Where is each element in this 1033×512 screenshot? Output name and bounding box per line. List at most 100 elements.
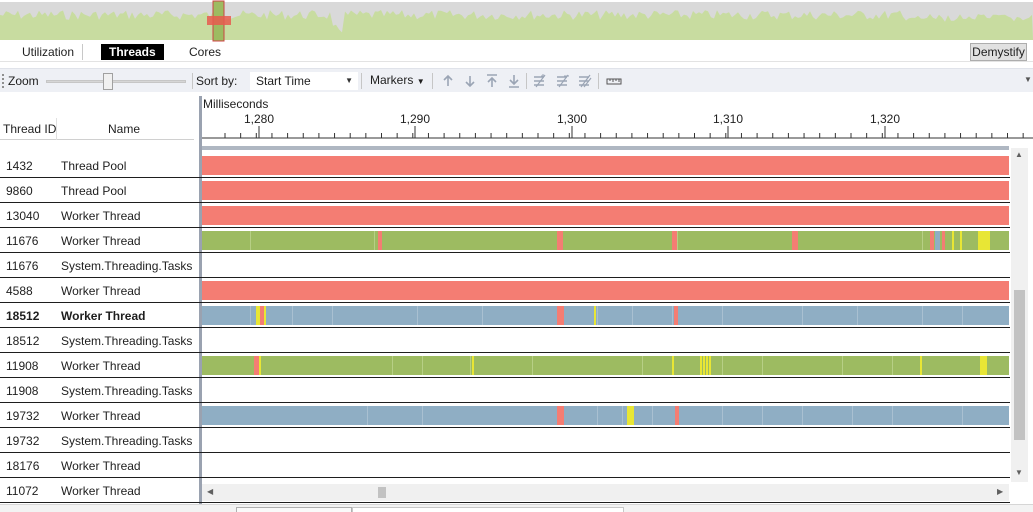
timeline-segment[interactable] <box>857 306 858 325</box>
scroll-left-icon[interactable]: ◀ <box>207 487 214 496</box>
timeline-segment[interactable] <box>802 406 803 425</box>
vertical-scrollbar[interactable]: ▲ ▼ <box>1011 148 1028 482</box>
sort-by-select[interactable]: Start Time ▼ <box>250 72 358 90</box>
timeline-segment[interactable] <box>597 406 598 425</box>
column-header-thread-id[interactable]: Thread ID <box>3 122 57 136</box>
toolbar-overflow-icon[interactable]: ▼ <box>1024 75 1032 84</box>
timeline-segment[interactable] <box>627 406 634 425</box>
timeline-segment[interactable] <box>202 231 1009 250</box>
move-to-top-icon[interactable] <box>484 73 500 89</box>
thread-timeline-track[interactable] <box>202 306 1009 325</box>
timeline-segment[interactable] <box>942 231 945 250</box>
timeline-segment[interactable] <box>980 356 987 375</box>
timeline-segment[interactable] <box>675 406 679 425</box>
scroll-up-icon[interactable]: ▲ <box>1015 150 1023 159</box>
timeline-segment[interactable] <box>597 306 598 325</box>
thread-row[interactable]: 9860 Thread Pool <box>0 178 1010 203</box>
timeline-segment[interactable] <box>202 306 1009 325</box>
thread-timeline-track[interactable] <box>202 431 1009 450</box>
timeline-segment[interactable] <box>250 231 251 250</box>
thread-row[interactable]: 11908 System.Threading.Tasks <box>0 378 1010 403</box>
timeline-segment[interactable] <box>532 356 533 375</box>
timeline-segment[interactable] <box>762 406 763 425</box>
thread-row[interactable]: 18176 Worker Thread <box>0 453 1010 478</box>
thread-row[interactable]: 18512 Worker Thread <box>0 303 1010 328</box>
timeline-segment[interactable] <box>632 306 633 325</box>
thread-row[interactable]: 4588 Worker Thread <box>0 278 1010 303</box>
timeline-segment[interactable] <box>259 356 261 375</box>
timeline-segment[interactable] <box>374 231 375 250</box>
demystify-button[interactable]: Demystify <box>970 43 1027 61</box>
toolbar-grip[interactable] <box>2 74 4 88</box>
thread-row[interactable]: 18512 System.Threading.Tasks <box>0 328 1010 353</box>
tab-threads[interactable]: Threads <box>101 44 164 60</box>
timeline-segment[interactable] <box>674 306 678 325</box>
horizontal-scrollbar[interactable]: ◀ ▶ <box>202 484 1009 501</box>
thread-timeline-track[interactable] <box>202 331 1009 350</box>
utilization-overview[interactable] <box>0 0 1033 42</box>
timeline-segment[interactable] <box>557 306 564 325</box>
timeline-segment[interactable] <box>202 181 1009 200</box>
arrow-up-icon[interactable] <box>440 73 456 89</box>
timeline-segment[interactable] <box>378 231 382 250</box>
filter-clear-icon[interactable] <box>577 73 593 89</box>
column-divider[interactable] <box>56 118 57 140</box>
timeline-segment[interactable] <box>417 306 418 325</box>
timeline-segment[interactable] <box>254 356 259 375</box>
thread-row[interactable]: 11676 Worker Thread <box>0 228 1010 253</box>
timeline-segment[interactable] <box>935 231 940 250</box>
thread-timeline-track[interactable] <box>202 381 1009 400</box>
timeline-segment[interactable] <box>482 306 483 325</box>
timeline-segment[interactable] <box>642 356 643 375</box>
vertical-scroll-thumb[interactable] <box>1014 290 1025 440</box>
pane-splitter[interactable] <box>199 96 202 504</box>
thread-timeline-track[interactable] <box>202 356 1009 375</box>
timeline-segment[interactable] <box>292 306 293 325</box>
timeline-segment[interactable] <box>472 356 474 375</box>
arrow-down-icon[interactable] <box>462 73 478 89</box>
thread-row[interactable]: 19732 System.Threading.Tasks <box>0 428 1010 453</box>
timeline-segment[interactable] <box>594 306 596 325</box>
timeline-segment[interactable] <box>892 356 893 375</box>
thread-row[interactable]: 19732 Worker Thread <box>0 403 1010 428</box>
timeline-segment[interactable] <box>852 406 853 425</box>
timeline-segment[interactable] <box>930 231 934 250</box>
timeline-segment[interactable] <box>622 406 623 425</box>
timeline-segment[interactable] <box>802 306 803 325</box>
timeline-segment[interactable] <box>422 406 423 425</box>
ruler-icon[interactable] <box>606 73 622 89</box>
scroll-down-icon[interactable]: ▼ <box>1015 468 1023 477</box>
timeline-segment[interactable] <box>892 406 893 425</box>
horizontal-scroll-thumb[interactable] <box>378 487 386 498</box>
timeline-segment[interactable] <box>256 306 260 325</box>
thread-row[interactable]: 11676 System.Threading.Tasks <box>0 253 1010 278</box>
markers-dropdown[interactable]: Markers ▼ <box>366 72 429 90</box>
timeline-segment[interactable] <box>367 406 368 425</box>
thread-timeline-track[interactable] <box>202 181 1009 200</box>
timeline-segment[interactable] <box>722 356 723 375</box>
timeline-segment[interactable] <box>672 356 674 375</box>
move-to-bottom-icon[interactable] <box>506 73 522 89</box>
tab-utilization[interactable]: Utilization <box>14 44 84 60</box>
thread-row[interactable]: 11072 Worker Thread <box>0 478 1010 503</box>
timeline-segment[interactable] <box>652 406 653 425</box>
timeline-segment[interactable] <box>762 356 763 375</box>
timeline-segment[interactable] <box>920 356 922 375</box>
timeline-segment[interactable] <box>202 281 1009 300</box>
timeline-segment[interactable] <box>392 356 393 375</box>
timeline-segment[interactable] <box>952 231 954 250</box>
timeline-segment[interactable] <box>470 356 471 375</box>
timeline-segment[interactable] <box>709 356 711 375</box>
timeline-segment[interactable] <box>703 356 705 375</box>
thread-timeline-track[interactable] <box>202 156 1009 175</box>
timeline-segment[interactable] <box>922 306 923 325</box>
timeline-segment[interactable] <box>260 306 264 325</box>
timeline-segment[interactable] <box>202 356 1009 375</box>
bottom-tab[interactable] <box>352 507 624 512</box>
thread-row[interactable]: 1432 Thread Pool <box>0 153 1010 178</box>
thread-row[interactable]: 11908 Worker Thread <box>0 353 1010 378</box>
timeline-segment[interactable] <box>978 231 990 250</box>
timeline-segment[interactable] <box>332 306 333 325</box>
zoom-slider-track[interactable] <box>46 80 186 83</box>
column-header-name[interactable]: Name <box>108 122 141 136</box>
